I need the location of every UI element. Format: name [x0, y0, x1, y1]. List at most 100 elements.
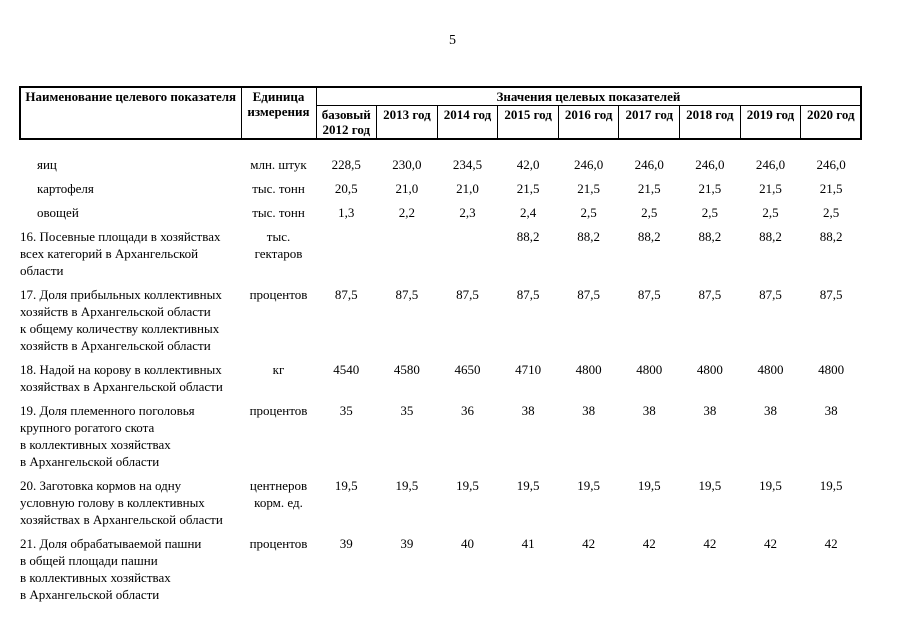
value-cell: 4800: [636, 362, 663, 377]
unit-cell: тыс. гектаров: [254, 229, 303, 261]
value-cell: 87,5: [637, 287, 661, 302]
indicator-name-cell: 19. Доля племенного поголовья крупного р…: [20, 403, 195, 469]
value-cell: 21,5: [577, 181, 601, 196]
value-cell: 35: [400, 403, 414, 418]
value-cell: 2,5: [701, 205, 718, 220]
value-cell: 42: [582, 536, 596, 551]
value-cell: 19,5: [456, 478, 479, 493]
table-row: картофеля тыс. тонн 20,5 21,0 21,0 21,5 21,5 21…: [20, 180, 861, 204]
header-unit-column: Единица измерения: [240, 86, 317, 140]
target-indicators-table: Наименование целевого показателя Единица…: [19, 86, 863, 610]
table-row: 17. Доля прибыльных коллективных хозяйст…: [20, 286, 861, 361]
value-cell: 38: [703, 403, 717, 418]
page-number: 5: [449, 33, 456, 48]
value-cell: 21,5: [516, 181, 540, 196]
value-cell: 19,5: [637, 478, 661, 493]
value-cell: 4540: [333, 362, 360, 377]
header-year-2017: 2017 год: [618, 105, 681, 140]
value-cell: 246,0: [755, 157, 786, 172]
value-cell: 36: [460, 403, 474, 418]
table-row: 21. Доля обрабатываемой пашни в общей пл…: [20, 535, 861, 610]
value-cell: 228,5: [331, 157, 361, 172]
value-cell: 38: [521, 403, 535, 418]
table-body: яиц млн. штук 228,5 230,0 234,5 42,0 246,0 246,…: [20, 139, 861, 610]
value-cell: 4650: [454, 362, 481, 377]
value-cell: 19,5: [395, 478, 419, 493]
value-cell: [437, 228, 498, 286]
header-year-2020: 2020 год: [800, 105, 863, 140]
value-cell: 38: [763, 403, 777, 418]
value-cell: 38: [582, 403, 596, 418]
unit-cell: кг: [272, 362, 285, 377]
header-row-years: базовый 2012 год 2013 год 2014 год 2015 …: [20, 105, 863, 140]
value-cell: 88,2: [698, 229, 722, 244]
unit-cell: процентов: [249, 536, 308, 551]
value-cell: 41: [521, 536, 535, 551]
value-cell: 87,5: [334, 287, 358, 302]
value-cell: 2,5: [762, 205, 779, 220]
unit-cell: тыс. тонн: [252, 205, 305, 220]
value-cell: 21,0: [456, 181, 479, 196]
value-cell: 246,0: [634, 157, 664, 172]
value-cell: 21,5: [759, 181, 782, 196]
value-cell: 42: [824, 536, 838, 551]
indicator-name-cell: овощей: [37, 205, 79, 220]
value-cell: 35: [339, 403, 353, 418]
header-year-base-2012: базовый 2012 год: [315, 105, 378, 140]
unit-cell: тыс. тонн: [252, 181, 305, 196]
value-cell: 87,5: [577, 287, 601, 302]
value-cell: 4800: [575, 362, 602, 377]
value-cell: 87,5: [456, 287, 479, 302]
value-cell: 4800: [757, 362, 784, 377]
value-cell: [316, 228, 377, 286]
value-cell: 88,2: [577, 229, 601, 244]
header-year-2016: 2016 год: [557, 105, 620, 140]
value-cell: 42,0: [516, 157, 540, 172]
header-year-2018: 2018 год: [679, 105, 741, 140]
value-cell: 21,5: [819, 181, 843, 196]
value-cell: 38: [824, 403, 838, 418]
value-cell: 21,0: [395, 181, 419, 196]
unit-cell: центнеров корм. ед.: [249, 478, 308, 510]
indicator-name-cell: 21. Доля обрабатываемой пашни в общей пл…: [20, 536, 202, 602]
value-cell: 2,5: [822, 205, 840, 220]
value-cell: 234,5: [452, 157, 483, 172]
indicator-name-cell: яиц: [37, 157, 57, 172]
value-cell: 4710: [515, 362, 542, 377]
value-cell: 246,0: [574, 157, 604, 172]
value-cell: 39: [339, 536, 353, 551]
value-cell: 2,3: [459, 205, 476, 220]
value-cell: 88,2: [759, 229, 782, 244]
value-cell: 38: [642, 403, 656, 418]
value-cell: 88,2: [637, 229, 661, 244]
header-values-group: Значения целевых показателей: [315, 86, 863, 106]
indicator-name-cell: 18. Надой на корову в коллективных хозяй…: [20, 362, 223, 394]
indicator-name-cell: 20. Заготовка кормов на одну условную го…: [20, 478, 223, 527]
value-cell: 87,5: [819, 287, 843, 302]
value-cell: 2,5: [580, 205, 597, 220]
value-cell: 1,3: [338, 205, 355, 220]
indicator-name-cell: 17. Доля прибыльных коллективных хозяйст…: [20, 287, 222, 353]
unit-cell: процентов: [249, 403, 308, 418]
header-year-2019: 2019 год: [739, 105, 802, 140]
table-row: 20. Заготовка кормов на одну условную го…: [20, 477, 861, 535]
value-cell: 20,5: [334, 181, 358, 196]
table-row: 16. Посевные площади в хозяйствах всех к…: [20, 228, 861, 286]
value-cell: 2,5: [641, 205, 658, 220]
value-cell: 19,5: [577, 478, 601, 493]
header-indicator-name-column: Наименование целевого показателя: [19, 86, 242, 140]
table-row: яиц млн. штук 228,5 230,0 234,5 42,0 246,0 246,…: [20, 139, 861, 180]
value-cell: 246,0: [695, 157, 725, 172]
value-cell: 4800: [818, 362, 845, 377]
unit-cell: процентов: [249, 287, 308, 302]
value-cell: 2,2: [398, 205, 416, 220]
value-cell: 42: [642, 536, 656, 551]
value-cell: 88,2: [516, 229, 540, 244]
value-cell: 230,0: [392, 157, 422, 172]
value-cell: 19,5: [334, 478, 358, 493]
value-cell: 42: [763, 536, 777, 551]
value-cell: 19,5: [698, 478, 722, 493]
value-cell: 88,2: [819, 229, 843, 244]
value-cell: 246,0: [816, 157, 846, 172]
